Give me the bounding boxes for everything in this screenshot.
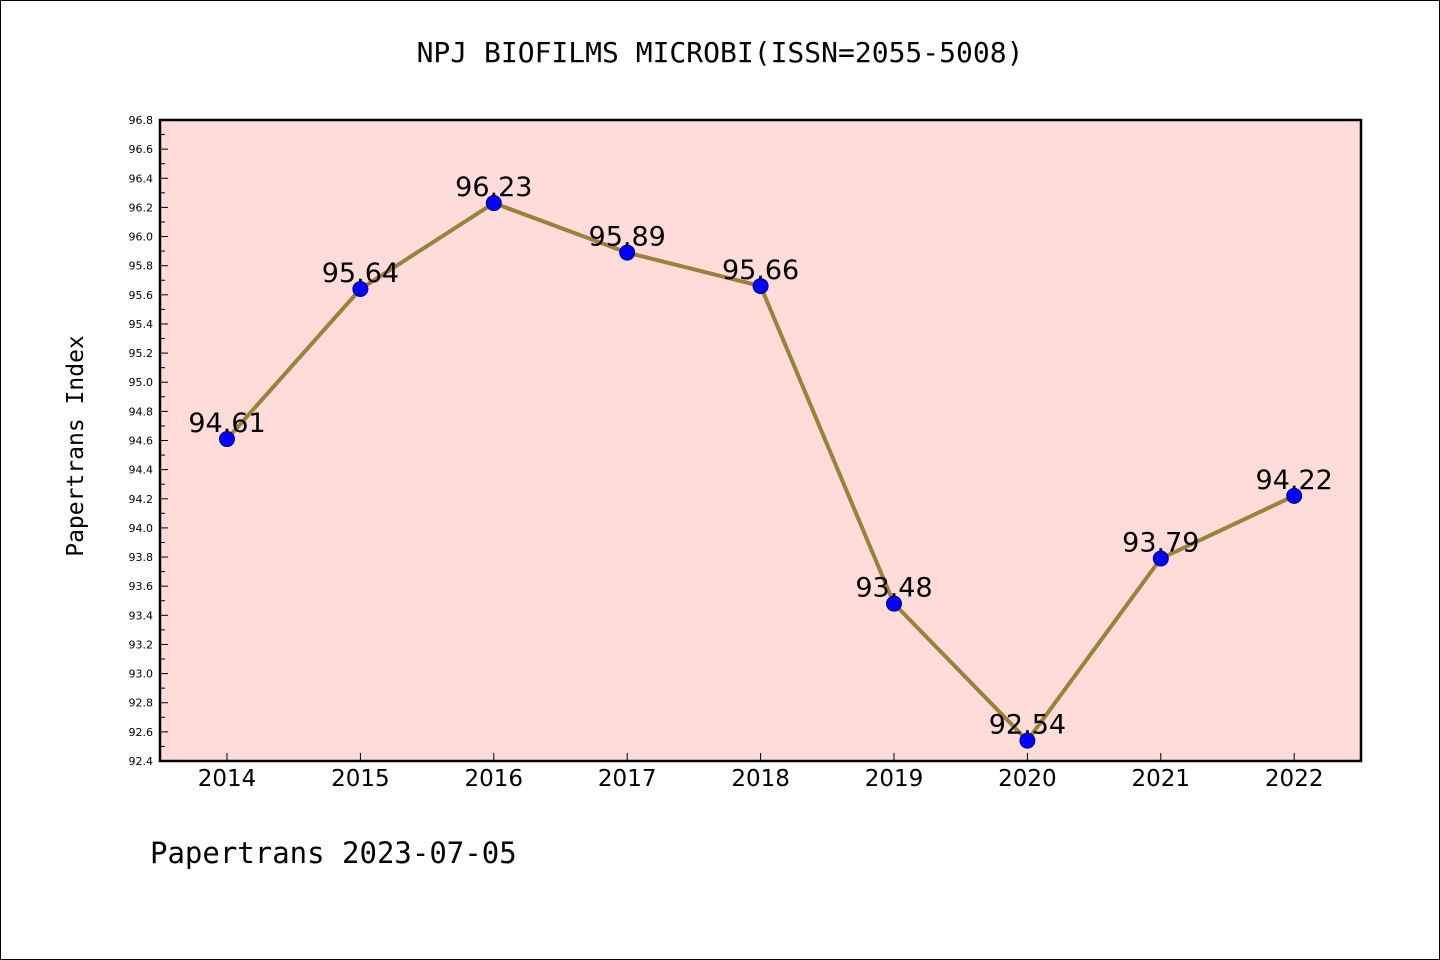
data-label: 94.22 <box>1256 465 1333 496</box>
y-tick-label: 94.6 <box>129 435 154 448</box>
y-tick-label: 93.0 <box>129 668 154 681</box>
x-tick-label: 2020 <box>998 766 1057 792</box>
x-tick-label: 2014 <box>198 766 257 792</box>
y-tick-label: 93.4 <box>129 609 154 622</box>
y-tick-label: 93.8 <box>129 551 154 564</box>
y-tick-label: 96.6 <box>129 143 154 156</box>
y-tick-label: 96.8 <box>129 114 154 127</box>
y-tick-label: 94.8 <box>129 405 154 418</box>
y-tick-label: 96.4 <box>129 172 154 185</box>
data-point-marker <box>1019 732 1036 749</box>
y-tick-label: 94.0 <box>129 522 154 535</box>
y-axis-label: Papertrans Index <box>63 335 89 557</box>
data-label: 92.54 <box>989 710 1066 741</box>
x-tick-label: 2016 <box>465 766 524 792</box>
y-tick-label: 95.4 <box>129 318 154 331</box>
y-tick-label: 95.8 <box>129 260 154 273</box>
y-tick-label: 95.6 <box>129 289 154 302</box>
data-label: 95.66 <box>722 255 799 286</box>
data-point-marker <box>619 244 636 261</box>
y-tick-label: 92.6 <box>129 726 154 739</box>
y-tick-label: 92.8 <box>129 697 154 710</box>
x-tick-label: 2019 <box>865 766 924 792</box>
data-label: 96.23 <box>455 172 532 203</box>
x-tick-label: 2017 <box>598 766 657 792</box>
y-tick-label: 96.0 <box>129 231 154 244</box>
y-tick-label: 92.4 <box>129 755 154 768</box>
footer-caption: Papertrans 2023-07-05 <box>150 836 517 870</box>
chart-title: NPJ BIOFILMS MICROBI(ISSN=2055-5008) <box>416 36 1024 69</box>
y-tick-label: 94.4 <box>129 464 154 477</box>
x-tick-label: 2018 <box>731 766 790 792</box>
data-label: 93.79 <box>1122 528 1199 559</box>
data-label: 93.48 <box>855 573 932 604</box>
data-point-marker <box>1286 487 1303 504</box>
y-tick-label: 96.2 <box>129 201 154 214</box>
y-tick-label: 93.6 <box>129 580 154 593</box>
data-point-marker <box>219 431 235 448</box>
data-point-marker <box>352 280 369 297</box>
y-tick-label: 94.2 <box>129 493 154 506</box>
x-tick-label: 2021 <box>1132 766 1191 792</box>
data-label: 94.61 <box>188 408 265 439</box>
data-label: 95.64 <box>322 258 399 289</box>
data-point-marker <box>1152 550 1169 567</box>
y-tick-label: 95.2 <box>129 347 154 360</box>
data-point-marker <box>886 595 902 612</box>
data-point-marker <box>752 278 769 295</box>
data-label: 95.89 <box>589 222 666 253</box>
plot-area <box>160 120 1361 761</box>
x-tick-label: 2015 <box>331 766 390 792</box>
y-tick-label: 95.0 <box>129 376 154 389</box>
y-tick-label: 93.2 <box>129 638 154 651</box>
plot-border <box>158 118 1363 763</box>
x-tick-label: 2022 <box>1265 766 1324 792</box>
data-point-marker <box>485 195 502 212</box>
